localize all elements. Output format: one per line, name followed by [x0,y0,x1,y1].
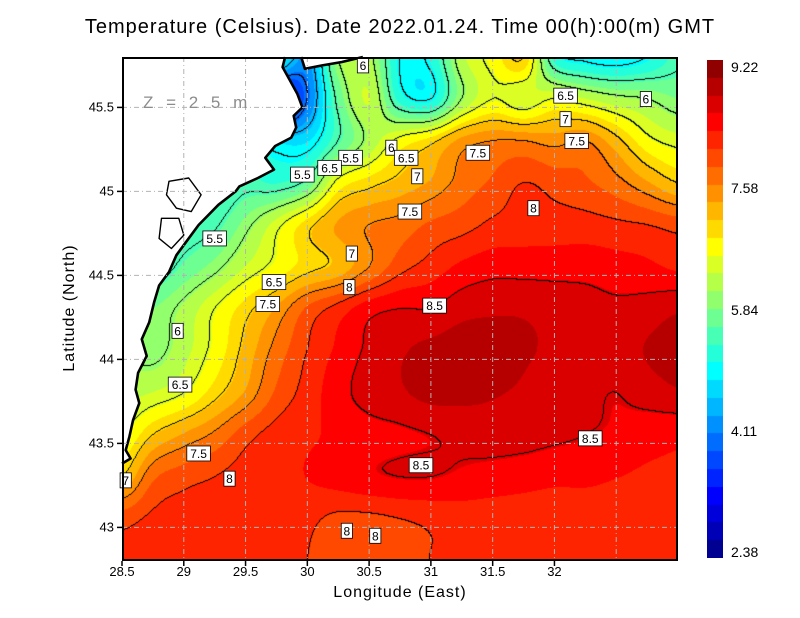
contour-label-box [167,376,193,393]
contour-label-box [261,274,287,291]
y-tick-label: 43 [99,519,114,535]
contour-label-box [408,457,434,474]
contour-label: 6.5 [172,378,189,392]
y-tick-label: 44.5 [88,267,114,283]
contour-label: 7.5 [259,297,276,311]
plot-border [122,57,678,561]
contour-label: 6.5 [321,161,338,175]
contour-label: 6 [388,141,395,155]
contour-label: 7 [414,170,421,184]
contour-label-box [553,87,578,104]
contour-label: 6.5 [398,151,415,165]
coastline [121,56,304,465]
colorbar-tick-label: 4.11 [731,422,758,439]
contour-label-box [171,322,184,339]
x-tick-label: 31 [423,564,439,579]
contour-label: 8 [346,281,353,295]
contour-label: 8 [530,202,537,216]
contour-label-box [317,159,342,176]
x-tick-label: 31.5 [480,564,506,579]
contour-label-box [338,149,363,166]
lagoon-outline [165,177,202,213]
map-overlay: Z = 2.5 m66.5 677.57.566.55.56.55.5 77.5 85… [117,55,678,566]
contour-label: 7.5 [190,447,207,461]
contour-label-box [422,297,447,314]
depth-annotation: Z = 2.5 m [143,93,251,112]
contour-label: 6 [360,59,367,73]
contour-label: 5.5 [206,232,223,246]
x-tick-label: 29.5 [232,564,259,579]
contour-label: 6 [643,93,650,107]
contour-label: 6.5 [557,89,574,103]
contour-label: 7.5 [568,135,585,149]
x-tick-label: 32 [547,564,562,579]
x-axis-label: Longitude (East) [333,584,467,601]
contour-label-box [202,230,227,247]
contour-label-box [340,522,353,539]
y-tick-label: 45.5 [88,99,114,115]
contour-label: 8 [226,472,233,486]
contour-label: 8.5 [413,459,430,473]
land-area [122,57,303,464]
lagoon-outline [158,217,185,250]
x-tick-label: 29 [176,564,191,579]
colorbar [707,60,723,558]
contour-label-box [186,445,211,462]
contour-label: 8.5 [426,299,443,313]
y-tick-label: 45 [99,183,114,199]
contour-label: 5.5 [294,168,311,182]
colorbar-tick-label: 5.84 [731,301,759,318]
contour-label: 7.5 [469,146,486,160]
contour-label: 8 [372,529,379,543]
contour-label-box [119,472,132,489]
contour-label-box [465,144,491,161]
contour-label-box [345,245,358,262]
contour-label-box [564,133,589,149]
contour-label-box [343,279,356,296]
plot-title: Temperature (Celsius). Date 2022.01.24. … [84,16,716,38]
contour-label: 7.5 [402,205,419,219]
contour-label-box [578,430,603,447]
colorbar-tick-label: 7.58 [731,180,759,197]
contour-label-box [255,296,280,312]
contour-label-box [411,168,424,185]
contour-label: 8.5 [582,432,599,446]
contour-label-box [290,166,315,183]
contour-label-box [559,111,572,128]
contour-label: 6 [174,324,181,338]
x-tick-label: 30.5 [356,564,382,579]
contour-label-box [385,139,398,156]
contour-label-box [369,527,382,544]
contour-label-box [223,470,236,487]
contour-label-box [397,203,423,220]
x-tick-label: 30 [300,564,315,579]
contour-label: 7 [562,113,569,127]
contour-label-box [393,149,419,166]
colorbar-tick-label: 2.38 [731,544,759,560]
contour-label: 6.5 [266,276,283,290]
y-tick-label: 43.5 [88,435,114,451]
contour-label-box [527,200,540,217]
contour-label-box [639,91,652,107]
colorbar-tick-label: 9.22 [731,59,759,75]
y-axis-label: Latitude (North) [61,244,78,372]
y-tick-label: 44 [99,351,114,367]
contour-label: 8 [344,524,351,538]
coastline-north [299,55,364,71]
contour-label: 5.5 [342,151,359,165]
contour-label: 7 [348,247,355,261]
x-tick-label: 28.5 [109,564,135,579]
contour-label: 7 [122,474,129,488]
